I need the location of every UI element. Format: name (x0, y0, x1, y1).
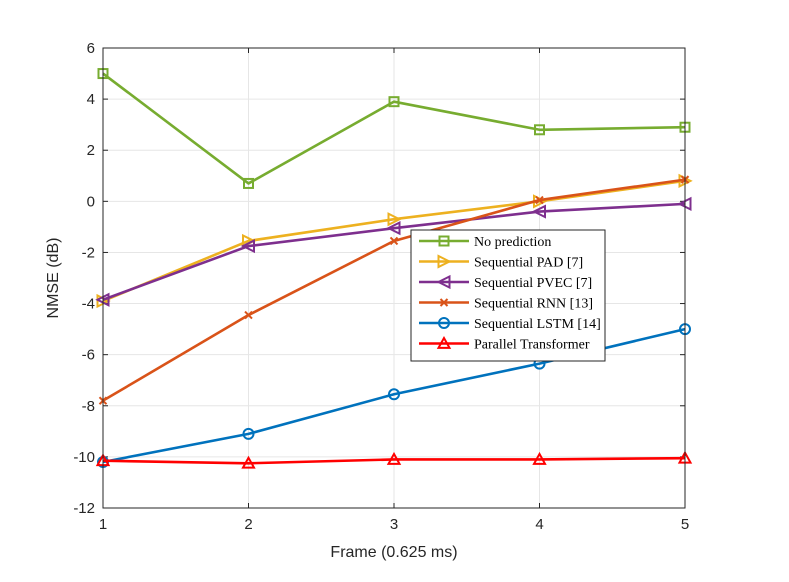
legend: No prediction Sequential PAD [7] Sequentia… (410, 229, 606, 362)
series-line-parallel-transformer (102, 456, 686, 465)
legend-item-sequential-lstm-14: Sequential LSTM [14] (419, 317, 601, 332)
legend-marker-sequential-rnn-13-stroke-b (439, 298, 449, 307)
legend-item-sequential-rnn-13: Sequential RNN [13] (419, 297, 593, 312)
data-point-parallel-transformer (386, 451, 402, 465)
series-line-sequential-pvec-7 (102, 202, 686, 301)
legend-item-no-prediction: No prediction (419, 235, 551, 250)
y-tick-label: 6 (87, 40, 95, 57)
legend-label: Sequential RNN [13] (474, 297, 593, 312)
data-point-sequential-rnn-13 (244, 310, 253, 320)
data-point-parallel-transformer (532, 451, 547, 465)
y-tick-label: 4 (87, 91, 95, 108)
legend-label: Sequential LSTM [14] (474, 317, 601, 332)
series-line-no-prediction (102, 72, 686, 185)
data-point-no-prediction (243, 177, 254, 189)
data-point-sequential-rnn-13-stroke-b (244, 310, 253, 320)
y-tick-label: -12 (73, 500, 95, 517)
legend-label: No prediction (474, 235, 551, 250)
legend-label: Parallel Transformer (474, 338, 590, 353)
tick-labels: 1 2 3 4 5 -12 -10 -8 -6 -4 -2 0 2 4 6 (73, 40, 689, 533)
legend-marker-no-prediction (438, 235, 450, 247)
x-axis-label: Frame (0.625 ms) (330, 544, 457, 561)
legend-marker-sequential-rnn-13 (439, 298, 449, 307)
y-tick-label: 0 (87, 193, 95, 210)
legend-marker-sequential-pad-7 (437, 254, 452, 269)
data-point-sequential-pad-7 (387, 212, 402, 227)
data-point-sequential-pvec-7 (240, 238, 255, 254)
legend-marker-parallel-transformer (436, 335, 452, 349)
legend-item-sequential-pad-7: Sequential PAD [7] (419, 254, 583, 271)
legend-item-sequential-pvec-7: Sequential PVEC [7] (419, 274, 592, 291)
x-tick-label: 2 (244, 516, 252, 533)
legend-item-parallel-transformer: Parallel Transformer (419, 335, 590, 353)
x-tick-label: 1 (99, 516, 107, 533)
data-point-no-prediction (534, 124, 545, 136)
y-tick-label: -10 (73, 449, 95, 466)
legend-marker-sequential-lstm-14 (438, 317, 450, 329)
y-tick-label: -2 (82, 244, 95, 261)
series-sequential-rnn-13 (98, 175, 690, 405)
data-point-sequential-pvec-7 (386, 221, 401, 236)
data-point-sequential-lstm-14 (388, 388, 400, 401)
data-point-sequential-rnn-13 (535, 195, 544, 205)
y-tick-label: -4 (82, 296, 95, 313)
data-point-parallel-transformer (241, 455, 256, 469)
data-point-sequential-rnn-13 (389, 236, 399, 246)
y-tick-label: -8 (82, 398, 95, 415)
x-tick-label: 5 (681, 516, 689, 533)
y-tick-label: 2 (87, 142, 95, 159)
data-point-no-prediction (388, 96, 400, 108)
data-point-sequential-lstm-14 (242, 427, 255, 440)
legend-label: Sequential PAD [7] (474, 256, 583, 271)
legend-marker-sequential-pvec-7 (436, 274, 451, 290)
x-tick-label: 3 (390, 516, 398, 533)
data-point-sequential-rnn-13-stroke-b (389, 236, 399, 246)
y-axis-label: NMSE (dB) (45, 238, 62, 319)
legend-label: Sequential PVEC [7] (474, 276, 592, 291)
data-point-sequential-pvec-7 (531, 204, 546, 219)
data-point-sequential-rnn-13-stroke-b (535, 195, 544, 205)
x-tick-label: 4 (535, 516, 543, 533)
plot-frame (102, 47, 686, 509)
y-tick-label: -6 (82, 347, 95, 364)
